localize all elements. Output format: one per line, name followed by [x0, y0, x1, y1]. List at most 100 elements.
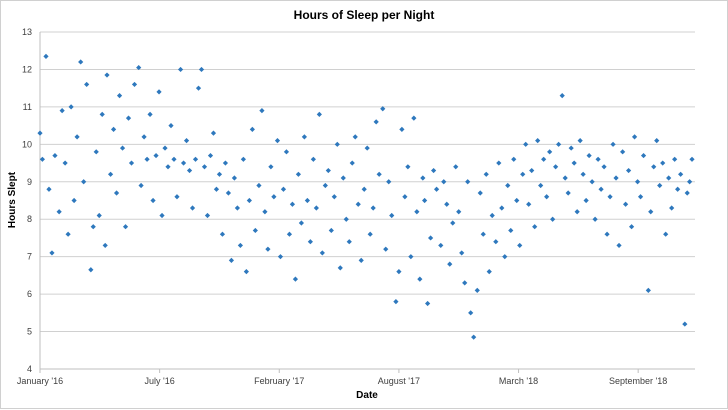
- data-point: [46, 186, 52, 192]
- data-point: [511, 156, 517, 162]
- data-point: [183, 137, 190, 144]
- data-point: [56, 209, 62, 215]
- data-point: [74, 134, 80, 140]
- y-tick-label: 10: [22, 139, 32, 149]
- data-point: [277, 254, 284, 260]
- data-point: [283, 149, 290, 155]
- data-point: [189, 205, 196, 211]
- data-point: [364, 145, 370, 151]
- data-point: [493, 239, 499, 245]
- y-tick-label: 12: [22, 64, 32, 74]
- data-point: [577, 137, 583, 144]
- data-point: [678, 171, 684, 177]
- data-point: [310, 156, 316, 162]
- data-point: [319, 250, 325, 256]
- data-point: [613, 175, 619, 181]
- data-point: [438, 242, 444, 249]
- data-point: [529, 167, 535, 174]
- data-point: [396, 269, 402, 275]
- data-point: [675, 186, 681, 192]
- data-point: [71, 197, 77, 204]
- data-point: [453, 164, 459, 170]
- data-point: [547, 149, 553, 155]
- data-point: [195, 85, 202, 91]
- data-point: [634, 179, 641, 185]
- data-point: [517, 242, 523, 249]
- data-point: [104, 72, 110, 78]
- data-point: [49, 250, 55, 256]
- data-point: [159, 212, 165, 219]
- data-point: [219, 231, 226, 237]
- data-point: [328, 227, 334, 234]
- data-point: [138, 182, 144, 189]
- data-point: [580, 171, 586, 177]
- data-point: [313, 205, 319, 211]
- data-point: [631, 134, 638, 140]
- data-point: [654, 137, 660, 144]
- data-point: [216, 171, 223, 177]
- data-point: [116, 93, 123, 99]
- data-point: [568, 145, 574, 151]
- data-point: [68, 104, 74, 110]
- data-point: [144, 156, 150, 162]
- data-point: [240, 156, 246, 162]
- data-point: [225, 190, 232, 196]
- data-point: [526, 201, 532, 207]
- data-point: [483, 171, 489, 177]
- data-point: [259, 108, 265, 114]
- data-point: [107, 171, 114, 177]
- data-point: [399, 126, 405, 132]
- data-point: [465, 179, 471, 185]
- data-point: [331, 194, 337, 200]
- data-point: [192, 156, 199, 162]
- data-point: [417, 276, 423, 282]
- data-point: [186, 167, 193, 174]
- data-point: [508, 227, 514, 234]
- data-point: [468, 310, 474, 316]
- x-tick-label: July '16: [145, 376, 175, 386]
- data-point: [689, 156, 695, 162]
- data-point: [471, 334, 477, 340]
- data-point: [565, 190, 571, 196]
- data-point: [78, 59, 84, 65]
- data-point: [153, 152, 159, 159]
- data-point: [447, 261, 453, 267]
- y-tick-label: 7: [27, 252, 32, 262]
- data-point: [174, 194, 180, 200]
- data-point: [425, 300, 431, 307]
- data-point: [414, 209, 420, 215]
- data-point: [456, 209, 462, 215]
- data-point: [648, 209, 654, 215]
- x-axis-label: Date: [356, 390, 378, 401]
- data-point: [462, 280, 468, 286]
- data-point: [562, 175, 568, 181]
- data-point: [610, 141, 616, 147]
- data-point: [128, 160, 135, 166]
- data-point: [141, 134, 147, 140]
- gridlines: [39, 31, 695, 373]
- data-point: [666, 175, 672, 181]
- data-point: [65, 231, 71, 237]
- data-point: [99, 111, 105, 117]
- data-point: [604, 231, 610, 237]
- data-point: [386, 179, 392, 185]
- data-point: [628, 224, 635, 230]
- data-point: [544, 194, 550, 200]
- data-point: [298, 220, 305, 226]
- data-point: [352, 134, 358, 140]
- data-point: [39, 156, 45, 162]
- data-point: [601, 164, 607, 170]
- data-point: [550, 216, 556, 222]
- data-point: [207, 152, 214, 159]
- data-point: [222, 160, 229, 166]
- y-tick-label: 11: [23, 102, 32, 112]
- data-point: [682, 321, 688, 327]
- data-point: [486, 269, 492, 275]
- data-point: [626, 167, 632, 174]
- data-point: [122, 224, 129, 230]
- data-point: [592, 216, 598, 222]
- data-point: [249, 126, 255, 132]
- data-point: [150, 197, 156, 204]
- data-point: [274, 137, 281, 144]
